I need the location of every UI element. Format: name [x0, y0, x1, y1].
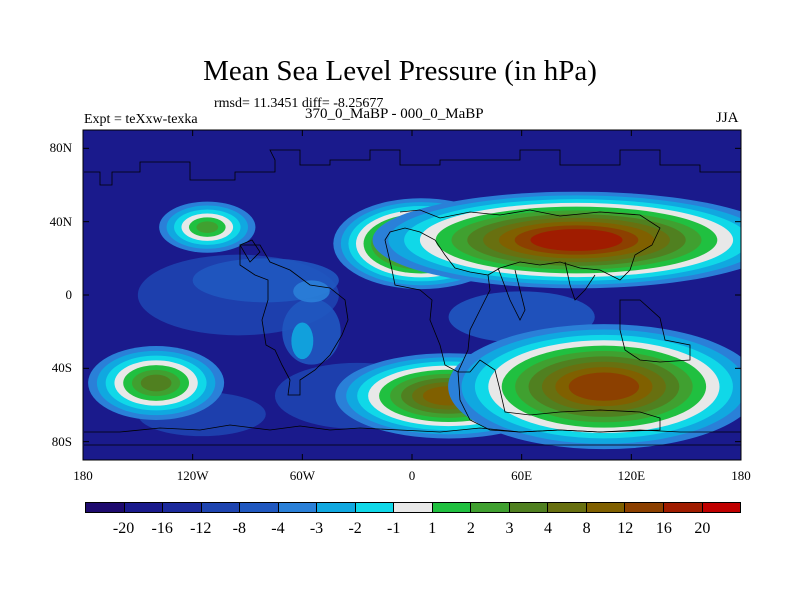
colorbar-label: -12 [190, 520, 212, 537]
colorbar-label: -20 [112, 520, 135, 537]
lat-tick-label: 0 [65, 287, 73, 302]
colorbar-label: 4 [544, 520, 553, 537]
colorbar-label: 3 [505, 520, 514, 537]
colorbar-label: 1 [428, 520, 437, 537]
colorbar-label: -8 [232, 520, 246, 537]
lon-tick-label: 180 [73, 468, 93, 483]
colorbar-segment [586, 503, 626, 512]
lon-tick-label: 180 [731, 468, 751, 483]
lat-tick-label: 40S [51, 360, 72, 376]
contour-level [568, 372, 640, 401]
experiment-label: Expt = teXxw-texka [84, 112, 198, 127]
contour-level [140, 374, 172, 392]
contour-level [196, 221, 219, 233]
contour-level [530, 229, 623, 251]
lon-tick-label: 60W [289, 468, 315, 483]
colorbar-label: -1 [387, 520, 401, 537]
colorbar [85, 502, 741, 513]
colorbar-segment [702, 503, 741, 512]
colorbar-segment [86, 503, 125, 512]
colorbar-label: 8 [582, 520, 591, 537]
lon-tick-label: 120E [617, 468, 646, 483]
colorbar-segment [317, 503, 356, 512]
coastlines [84, 149, 741, 446]
low-pressure-band-6 [293, 280, 330, 303]
lat-tick-label: 80N [49, 140, 72, 156]
colorbar-segment [432, 503, 472, 512]
low-pressure-band-7 [291, 322, 314, 360]
lat-tick-label: 80S [51, 433, 72, 449]
colorbar-label: 12 [617, 520, 634, 537]
colorbar-segment [509, 503, 549, 512]
colorbar-label: 20 [694, 520, 711, 537]
pressure-field [88, 191, 741, 450]
colorbar-segment [548, 503, 587, 512]
colorbar-segment [201, 503, 241, 512]
lon-tick-label: 0 [408, 468, 416, 483]
season-label: JJA [716, 110, 739, 126]
colorbar-label: -4 [271, 520, 285, 537]
map-title: Mean Sea Level Pressure (in hPa) [203, 55, 597, 87]
colorbar-segment [240, 503, 279, 512]
colorbar-label: 2 [466, 520, 475, 537]
colorbar-segment [625, 503, 664, 512]
colorbar-segment [394, 503, 433, 512]
colorbar-segment [663, 503, 703, 512]
comparison-label: 370_0_MaBP - 000_0_MaBP [305, 106, 484, 122]
colorbar-label: 16 [655, 520, 672, 537]
high-pressure-cell-2 [372, 191, 741, 289]
axis-ticks [82, 130, 742, 460]
high-pressure-cell-3 [88, 346, 225, 420]
rmsd-diff-stats: rmsd= 11.3451 diff= -8.25677 [214, 96, 384, 111]
lon-tick-label: 120W [176, 468, 209, 483]
colorbar-segment [471, 503, 510, 512]
lat-tick-label: 40N [49, 213, 72, 229]
colorbar-label: -3 [309, 520, 324, 537]
colorbar-segment [355, 503, 395, 512]
colorbar-label: -16 [151, 520, 173, 537]
lon-tick-label: 60E [511, 468, 533, 483]
colorbar-segment [278, 503, 318, 512]
colorbar-segment [163, 503, 202, 512]
high-pressure-cell-0 [159, 201, 256, 253]
colorbar-label: -2 [348, 520, 362, 537]
colorbar-segment [124, 503, 164, 512]
